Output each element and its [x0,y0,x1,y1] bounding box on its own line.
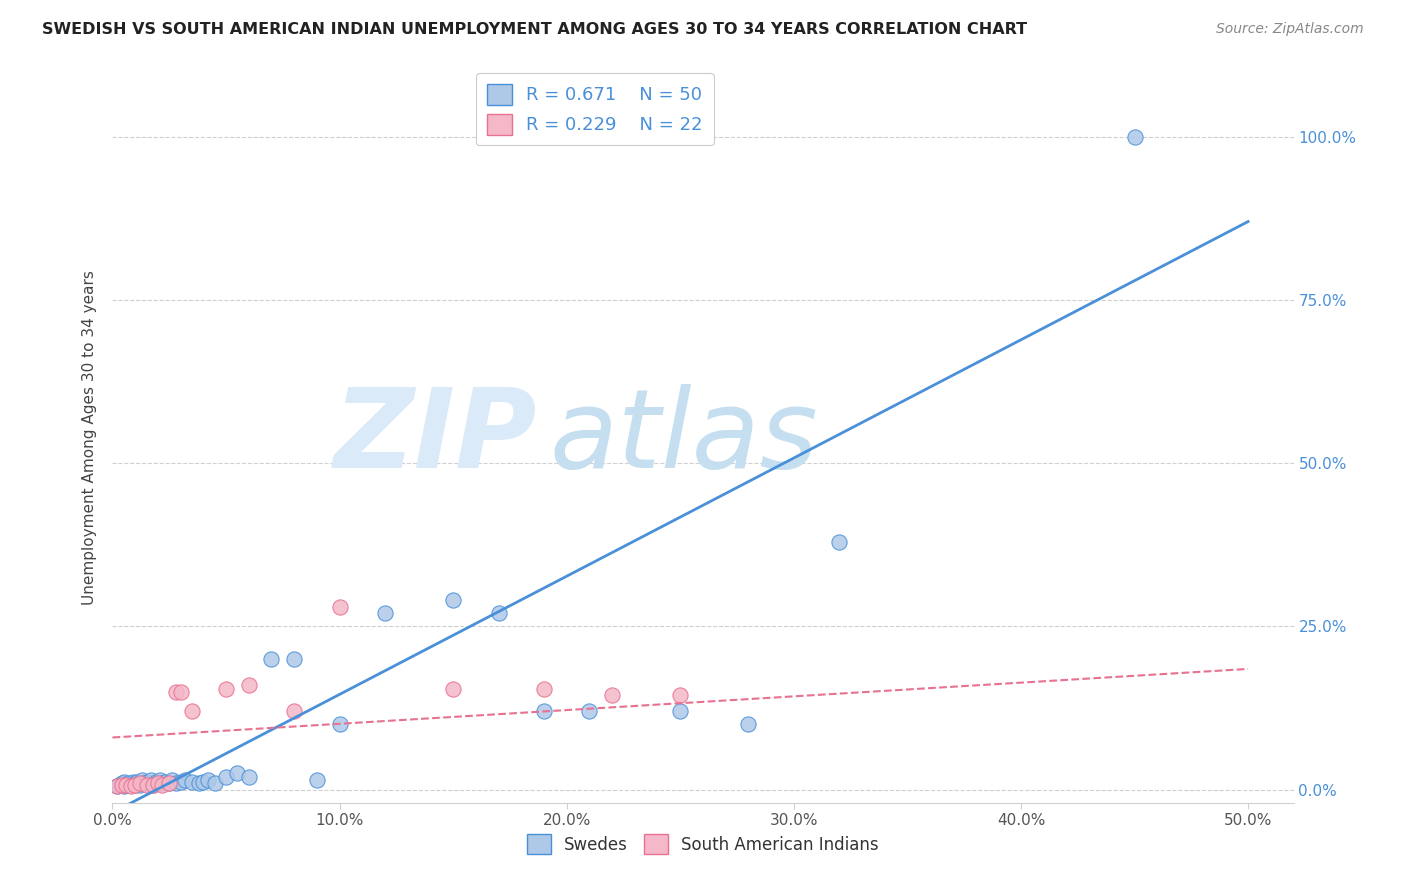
Point [329,599,352,614]
Point [737,717,759,731]
Point [120,778,142,792]
Text: ZIP: ZIP [335,384,537,491]
Point [124,778,146,792]
Point [105,780,128,794]
Point [669,705,692,719]
Point [305,772,328,787]
Point [152,776,174,790]
Point [131,772,153,787]
Point [127,775,149,789]
Point [165,776,187,790]
Point [146,776,169,790]
Point [441,681,464,696]
Point [283,652,305,666]
Point [238,770,260,784]
Point [135,778,157,792]
Point [238,678,260,692]
Point [105,780,128,794]
Point [578,705,600,719]
Legend: Swedes, South American Indians: Swedes, South American Indians [520,828,886,860]
Point [197,772,219,787]
Point [329,717,352,731]
Point [110,778,132,792]
Point [142,778,165,792]
Point [146,776,169,790]
Point [128,778,150,792]
Point [153,775,176,789]
Point [134,776,156,790]
Point [1123,129,1146,144]
Point [112,780,135,794]
Point [374,607,396,621]
Point [120,780,142,794]
Point [169,685,191,699]
Point [260,652,283,666]
Point [533,705,555,719]
Point [533,681,555,696]
Point [174,772,197,787]
Point [165,685,187,699]
Point [108,778,131,792]
Point [138,776,160,790]
Point [215,770,238,784]
Point [157,776,180,790]
Point [115,778,138,792]
Point [669,688,692,702]
Point [110,776,132,790]
Point [135,775,157,789]
Point [117,776,139,790]
Point [181,775,204,789]
Point [124,776,146,790]
Point [142,778,165,792]
Point [115,778,138,792]
Point [488,607,510,621]
Point [145,775,167,789]
Point [600,688,623,702]
Point [149,772,172,787]
Point [441,593,464,607]
Point [139,772,162,787]
Point [226,766,249,780]
Text: Source: ZipAtlas.com: Source: ZipAtlas.com [1216,22,1364,37]
Point [128,776,150,790]
Point [283,705,305,719]
Point [181,705,204,719]
Point [112,775,135,789]
Point [204,776,226,790]
Y-axis label: Unemployment Among Ages 30 to 34 years: Unemployment Among Ages 30 to 34 years [82,269,97,605]
Text: SWEDISH VS SOUTH AMERICAN INDIAN UNEMPLOYMENT AMONG AGES 30 TO 34 YEARS CORRELAT: SWEDISH VS SOUTH AMERICAN INDIAN UNEMPLO… [42,22,1028,37]
Point [124,778,146,792]
Point [828,534,851,549]
Text: atlas: atlas [550,384,818,491]
Point [193,775,215,789]
Point [157,776,180,790]
Point [215,681,238,696]
Point [169,775,191,789]
Point [122,775,145,789]
Point [152,778,174,792]
Point [160,772,183,787]
Point [187,776,209,790]
